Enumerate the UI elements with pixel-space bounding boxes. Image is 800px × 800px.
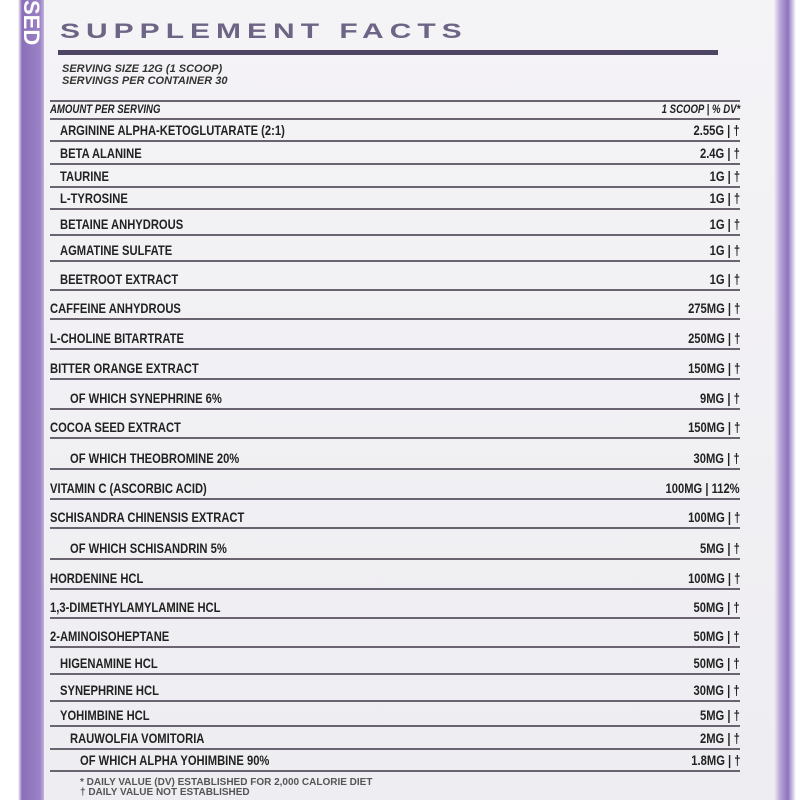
table-header: AMOUNT PER SERVING 1 SCOOP | % DV* — [50, 100, 740, 120]
table-row: RAUWOLFIA VOMITORIA 2MG | † — [50, 727, 740, 750]
ingredient-amount: 50MG | † — [693, 655, 740, 671]
ingredient-amount: 1G | † — [709, 168, 740, 184]
table-row: HORDENINE HCL 100MG | † — [50, 560, 740, 590]
table-row: OF WHICH ALPHA YOHIMBINE 90% 1.8MG | † — [50, 750, 740, 772]
serving-size: SERVING SIZE 12G (1 SCOOP) — [62, 63, 223, 75]
ingredient-name: L-TYROSINE — [60, 190, 128, 206]
ingredient-amount: 100MG | † — [687, 570, 740, 586]
footnotes: * DAILY VALUE (DV) ESTABLISHED FOR 2,000… — [80, 778, 372, 798]
ingredient-amount: 50MG | † — [693, 599, 740, 615]
table-row: VITAMIN C (ASCORBIC ACID) 100MG | 112% — [50, 470, 740, 500]
ingredient-amount: 150MG | † — [687, 360, 740, 376]
table-row: BETA ALANINE 2.4G | † — [50, 142, 740, 165]
title-divider — [58, 50, 718, 55]
table-row: 2-AMINOISOHEPTANE 50MG | † — [50, 619, 740, 648]
table-row: OF WHICH SCHISANDRIN 5% 5MG | † — [50, 529, 740, 560]
ingredient-name: OF WHICH THEOBROMINE 20% — [70, 450, 240, 466]
ingredient-amount: 275MG | † — [687, 300, 740, 316]
ingredient-amount: 1G | † — [709, 216, 740, 232]
ingredient-name: 1,3-DIMETHYLAMYLAMINE HCL — [50, 599, 221, 615]
table-row: SYNEPHRINE HCL 30MG | † — [50, 675, 740, 702]
ingredient-amount: 1G | † — [709, 190, 740, 206]
ingredients-table: AMOUNT PER SERVING 1 SCOOP | % DV* ARGIN… — [50, 100, 740, 772]
table-row: L-CHOLINE BITARTRATE 250MG | † — [50, 320, 740, 350]
table-row: OF WHICH THEOBROMINE 20% 30MG | † — [50, 439, 740, 470]
ingredient-amount: 1.8MG | † — [690, 752, 740, 768]
ingredient-amount: 1G | † — [709, 271, 740, 287]
ingredient-name: CAFFEINE ANHYDROUS — [50, 300, 181, 316]
page-title: SUPPLEMENT FACTS — [60, 20, 468, 44]
ingredient-name: VITAMIN C (ASCORBIC ACID) — [50, 480, 207, 496]
ingredient-amount: 150MG | † — [687, 419, 740, 435]
table-row: YOHIMBINE HCL 5MG | † — [50, 702, 740, 727]
serving-info: SERVING SIZE 12G (1 SCOOP) SERVINGS PER … — [62, 63, 227, 87]
table-row: BEETROOT EXTRACT 1G | † — [50, 262, 740, 291]
ingredient-name: SYNEPHRINE HCL — [60, 682, 159, 698]
ingredient-name: BETA ALANINE — [60, 145, 142, 161]
ingredient-name: BITTER ORANGE EXTRACT — [50, 360, 199, 376]
footnote-not-established: † DAILY VALUE NOT ESTABLISHED — [80, 787, 250, 798]
ingredient-name: BETAINE ANHYDROUS — [60, 216, 184, 232]
ingredient-amount: 2.4G | † — [700, 145, 740, 161]
table-row: ARGININE ALPHA-KETOGLUTARATE (2:1) 2.55G … — [50, 120, 740, 142]
ingredient-amount: 100MG | 112% — [665, 480, 740, 496]
ingredient-amount: 2MG | † — [700, 730, 740, 746]
table-row: AGMATINE SULFATE 1G | † — [50, 236, 740, 262]
table-row: BETAINE ANHYDROUS 1G | † — [50, 210, 740, 236]
ingredient-name: SCHISANDRA CHINENSIS EXTRACT — [50, 509, 245, 525]
ingredient-amount: 5MG | † — [700, 540, 740, 556]
purple-right-edge — [774, 0, 800, 800]
ingredient-name: 2-AMINOISOHEPTANE — [50, 628, 170, 644]
ingredient-amount: 30MG | † — [693, 682, 740, 698]
table-row: 1,3-DIMETHYLAMYLAMINE HCL 50MG | † — [50, 590, 740, 619]
ingredient-amount: 250MG | † — [687, 330, 740, 346]
header-amount-per-serving: AMOUNT PER SERVING — [50, 102, 161, 116]
ingredient-name: HIGENAMINE HCL — [60, 655, 158, 671]
ingredient-name: YOHIMBINE HCL — [60, 707, 150, 723]
footnote-dv: * DAILY VALUE (DV) ESTABLISHED FOR 2,000… — [80, 777, 373, 788]
table-row: OF WHICH SYNEPHRINE 6% 9MG | † — [50, 380, 740, 410]
table-row: SCHISANDRA CHINENSIS EXTRACT 100MG | † — [50, 500, 740, 529]
ingredient-name: RAUWOLFIA VOMITORIA — [70, 730, 205, 746]
ingredient-name: COCOA SEED EXTRACT — [50, 419, 181, 435]
side-text: SED — [19, 0, 44, 46]
ingredient-name: OF WHICH SCHISANDRIN 5% — [70, 540, 227, 556]
ingredient-name: AGMATINE SULFATE — [60, 242, 173, 258]
ingredient-amount: 2.55G | † — [693, 122, 740, 138]
supplement-label — [44, 0, 774, 800]
ingredient-name: TAURINE — [60, 168, 109, 184]
table-row: HIGENAMINE HCL 50MG | † — [50, 648, 740, 675]
table-row: TAURINE 1G | † — [50, 165, 740, 188]
ingredient-name: OF WHICH ALPHA YOHIMBINE 90% — [80, 752, 270, 768]
ingredient-amount: 1G | † — [709, 242, 740, 258]
ingredient-amount: 5MG | † — [700, 707, 740, 723]
ingredient-name: BEETROOT EXTRACT — [60, 271, 179, 287]
ingredient-name: HORDENINE HCL — [50, 570, 144, 586]
table-row: COCOA SEED EXTRACT 150MG | † — [50, 410, 740, 439]
purple-side-strip: SED — [0, 0, 48, 800]
ingredient-name: L-CHOLINE BITARTRATE — [50, 330, 184, 346]
ingredient-amount: 100MG | † — [687, 509, 740, 525]
ingredient-name: OF WHICH SYNEPHRINE 6% — [70, 390, 222, 406]
ingredient-amount: 30MG | † — [693, 450, 740, 466]
table-row: CAFFEINE ANHYDROUS 275MG | † — [50, 291, 740, 320]
servings-per-container: SERVINGS PER CONTAINER 30 — [62, 75, 228, 87]
table-row: BITTER ORANGE EXTRACT 150MG | † — [50, 350, 740, 380]
ingredient-amount: 9MG | † — [700, 390, 740, 406]
table-row: L-TYROSINE 1G | † — [50, 188, 740, 210]
header-dv: 1 SCOOP | % DV* — [661, 102, 740, 116]
ingredient-name: ARGININE ALPHA-KETOGLUTARATE (2:1) — [60, 122, 285, 138]
ingredient-amount: 50MG | † — [693, 628, 740, 644]
